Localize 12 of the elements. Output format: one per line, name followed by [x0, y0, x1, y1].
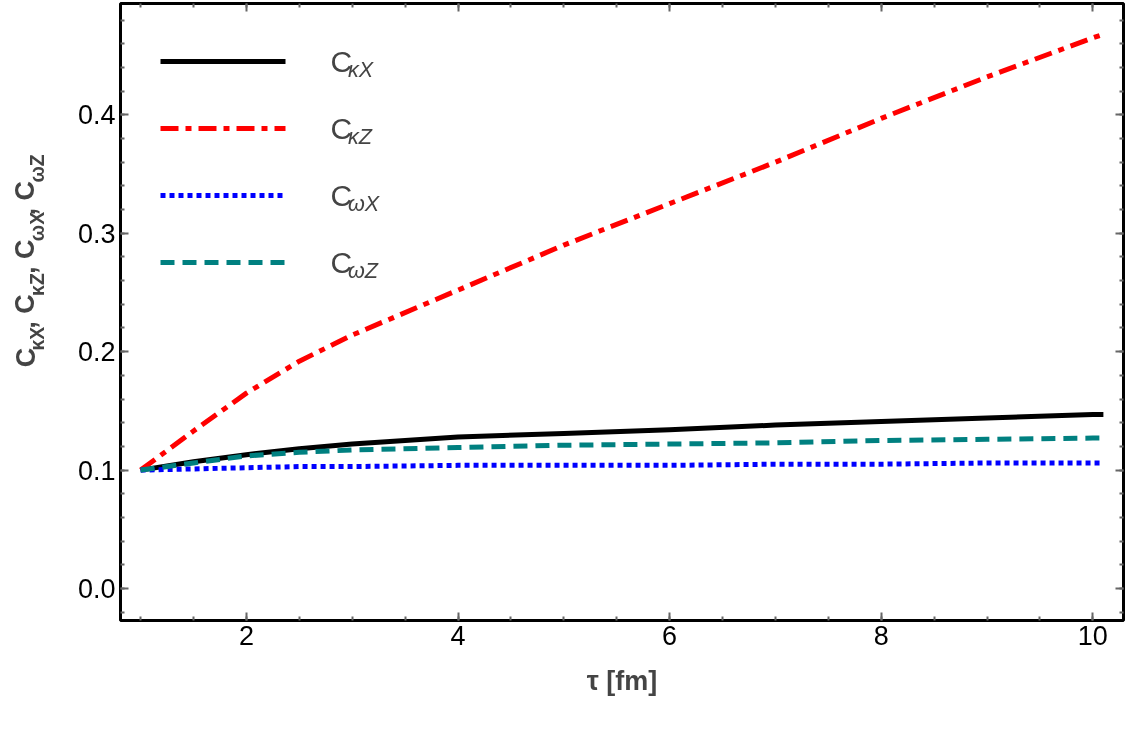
y-tick-label: 0.2: [77, 337, 116, 368]
y-tick-label: 0.3: [77, 218, 116, 249]
x-tick-label: 2: [238, 620, 254, 651]
y-axis-title: CκX, CκZ, CωX, CωZ: [10, 154, 49, 368]
y-tick-label: 0.1: [77, 455, 116, 486]
x-tick-label: 6: [662, 620, 678, 651]
y-tick-label: 0.0: [77, 574, 116, 605]
x-tick-label: 8: [873, 620, 889, 651]
x-tick-label: 4: [450, 620, 466, 651]
x-tick-label: 10: [1077, 620, 1108, 651]
x-axis-title: τ [fm]: [586, 665, 658, 696]
y-tick-label: 0.4: [77, 100, 116, 131]
